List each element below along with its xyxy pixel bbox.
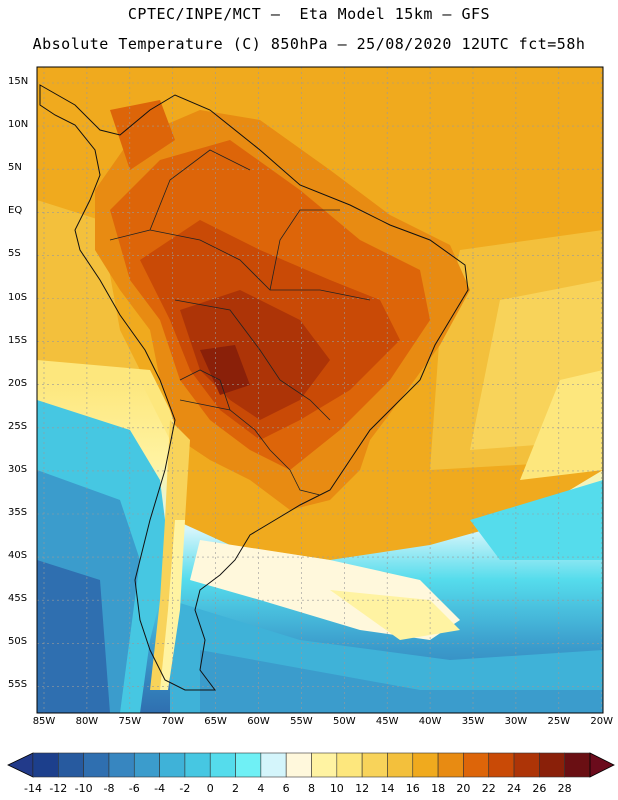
colorbar-tick-label: -10 xyxy=(74,782,93,795)
colorbar-swatch xyxy=(209,752,236,778)
temperature-map xyxy=(36,66,604,714)
colorbar-swatch xyxy=(133,752,160,778)
colorbar-swatch xyxy=(311,752,338,778)
lon-tick-label: 55W xyxy=(290,716,313,727)
colorbar-over-arrow xyxy=(589,752,615,778)
colorbar-swatch xyxy=(564,752,591,778)
colorbar-tick-label: 26 xyxy=(532,782,547,795)
colorbar-tick-label: 22 xyxy=(481,782,496,795)
colorbar-tick-label: -12 xyxy=(49,782,68,795)
lat-tick-label: 25S xyxy=(8,420,28,432)
lat-tick-label: 35S xyxy=(8,507,28,518)
colorbar-tick-label: 20 xyxy=(456,782,471,795)
colorbar-tick-label: 12 xyxy=(355,782,370,795)
colorbar-tick-label: -14 xyxy=(24,782,42,795)
lat-tick-label: 10N xyxy=(8,119,29,131)
colorbar-swatch xyxy=(336,752,363,778)
colorbar-tick-label: -6 xyxy=(128,782,140,795)
colorbar-tick-label: 8 xyxy=(308,782,315,795)
lon-tick-label: 25W xyxy=(547,716,571,727)
colorbar-swatch xyxy=(32,752,59,778)
colorbar xyxy=(7,752,615,778)
lon-tick-label: 40W xyxy=(418,716,442,727)
colorbar-tick-label: 28 xyxy=(557,782,572,795)
coastline-outline xyxy=(39,84,469,691)
colorbar-swatch xyxy=(235,752,262,778)
colorbar-tick-label: 18 xyxy=(431,782,446,795)
country-borders xyxy=(109,149,371,496)
lon-tick-label: 85W xyxy=(32,716,56,727)
colorbar-swatch xyxy=(108,752,135,778)
colorbar-swatch xyxy=(285,752,312,778)
lat-tick-label: 15S xyxy=(8,334,28,346)
lon-tick-label: 65W xyxy=(204,716,227,727)
colorbar-tick-label: 0 xyxy=(206,782,214,795)
colorbar-tick-label: 14 xyxy=(380,782,395,795)
colorbar-tick-label: 2 xyxy=(232,782,240,795)
lat-tick-label: 10S xyxy=(8,291,28,303)
lat-tick-label: 20S xyxy=(8,377,28,389)
map-frame xyxy=(36,66,604,714)
colorbar-tick-label: 16 xyxy=(405,782,420,795)
colorbar-swatch xyxy=(513,752,540,778)
lon-tick-label: 30W xyxy=(504,716,528,727)
colorbar-swatch xyxy=(437,752,464,778)
lon-tick-label: 50W xyxy=(332,716,356,727)
colorbar-swatch xyxy=(159,752,186,778)
colorbar-swatch xyxy=(184,752,211,778)
colorbar-tick-label: -2 xyxy=(179,782,191,795)
colorbar-tick-label: 6 xyxy=(282,782,290,795)
colorbar-tick-label: 24 xyxy=(507,782,522,795)
colorbar-under-arrow xyxy=(7,752,34,778)
lon-tick-label: 75W xyxy=(118,716,142,727)
colorbar-swatch xyxy=(412,752,439,778)
lon-tick-label: 35W xyxy=(461,716,485,727)
lon-tick-label: 20W xyxy=(590,716,613,727)
lat-tick-label: 50S xyxy=(8,636,28,648)
colorbar-swatch xyxy=(463,752,490,778)
colorbar-tick-label: 10 xyxy=(329,782,344,795)
lat-tick-label: 15N xyxy=(8,76,29,87)
lat-tick-label: 5S xyxy=(8,248,21,260)
colorbar-swatch xyxy=(83,752,110,778)
lat-tick-label: 5N xyxy=(8,162,22,174)
lon-tick-label: 70W xyxy=(161,716,184,727)
map-graticule xyxy=(37,67,603,713)
lon-tick-label: 80W xyxy=(75,716,99,727)
lon-tick-label: 60W xyxy=(247,716,270,727)
lat-tick-label: 40S xyxy=(8,550,28,562)
chart-title-line2: Absolute Temperature (C) 850hPa — 25/08/… xyxy=(32,35,586,53)
colorbar-swatch xyxy=(488,752,515,778)
colorbar-tick-label: 4 xyxy=(257,782,265,795)
colorbar-swatch xyxy=(58,752,84,778)
lat-tick-label: EQ xyxy=(8,205,23,217)
colorbar-swatch xyxy=(387,752,414,778)
chart-title-line1: CPTEC/INPE/MCT — Eta Model 15km — GFS xyxy=(127,5,491,23)
lat-tick-label: 55S xyxy=(8,679,28,691)
lat-tick-label: 45S xyxy=(8,593,28,605)
colorbar-swatch xyxy=(260,752,287,778)
lat-tick-label: 30S xyxy=(8,463,28,475)
colorbar-swatch xyxy=(361,752,388,778)
temperature-field xyxy=(37,67,603,713)
colorbar-tick-label: -8 xyxy=(103,782,115,795)
lon-tick-label: 45W xyxy=(375,716,399,727)
colorbar-tick-label: -4 xyxy=(154,782,166,795)
colorbar-swatch xyxy=(539,752,565,778)
